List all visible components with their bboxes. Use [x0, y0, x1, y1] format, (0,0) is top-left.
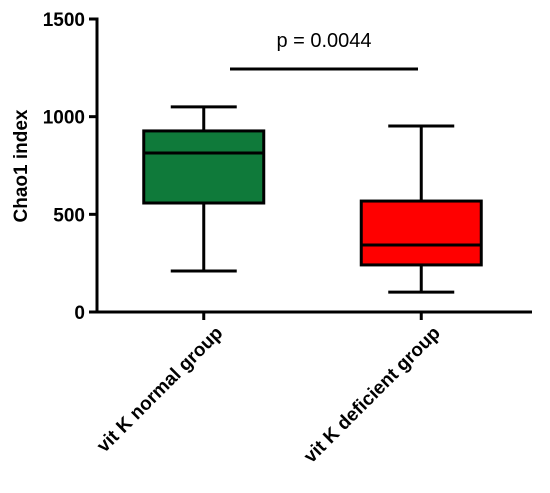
- x-tick-label: vit K deficient group: [300, 323, 445, 468]
- box: [142, 129, 266, 205]
- y-tick-label: 1000: [43, 108, 85, 129]
- y-tick-label: 0: [74, 303, 85, 324]
- x-tick-label: vit K normal group: [93, 323, 227, 457]
- p-value: p = 0.0044: [276, 30, 371, 52]
- y-tick-label: 1500: [43, 10, 85, 31]
- box: [359, 199, 483, 267]
- y-tick-label: 500: [53, 205, 85, 226]
- y-axis-label: Chao1 index: [11, 109, 32, 222]
